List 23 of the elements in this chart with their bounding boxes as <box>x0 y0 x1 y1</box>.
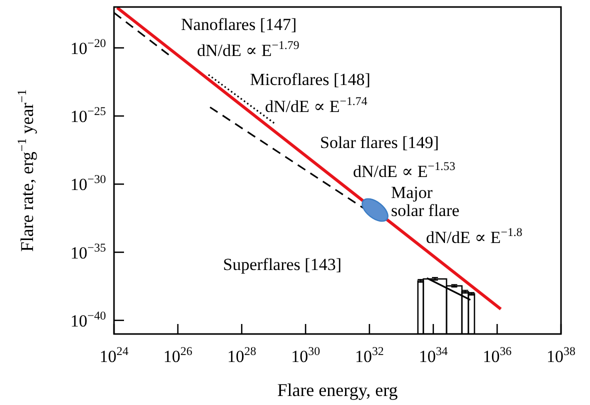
y-tick-label: 10$^{−35}$ <box>70 240 106 262</box>
x-tick-label: 10$^{26}$ <box>163 344 192 366</box>
x-tick-label: 10$^{28}$ <box>227 344 256 366</box>
x-tick-label: 10$^{38}$ <box>546 344 576 366</box>
annotation: dN/dE ∝ E$^{−1.53}$ <box>353 159 456 181</box>
x-tick-label: 10$^{30}$ <box>291 344 320 366</box>
x-tick-label: 10$^{34}$ <box>418 344 448 366</box>
x-tick-label: 10$^{32}$ <box>354 344 384 366</box>
x-tick-label: 10$^{24}$ <box>100 344 128 366</box>
x-axis-title: Flare energy, erg <box>277 380 398 400</box>
y-tick-label: 10$^{−40}$ <box>70 308 106 330</box>
y-tick-label: 10$^{−25}$ <box>70 104 106 126</box>
annotation: Superflares [143] <box>223 255 342 274</box>
y-tick-label: 10$^{−20}$ <box>70 36 106 58</box>
annotation: dN/dE ∝ E$^{−1.79}$ <box>197 38 300 60</box>
annotation: Major solar flare <box>391 183 460 220</box>
y-tick-label: 10$^{−30}$ <box>70 172 106 194</box>
annotation: dN/dE ∝ E$^{−1.74}$ <box>265 94 368 116</box>
annotation: dN/dE ∝ E$^{−1.8}$ <box>426 225 522 247</box>
annotation: Solar flares [149] <box>320 133 439 152</box>
x-tick-label: 10$^{36}$ <box>482 344 512 366</box>
annotation: Microflares [148] <box>250 70 370 89</box>
annotation: Nanoflares [147] <box>181 15 297 34</box>
